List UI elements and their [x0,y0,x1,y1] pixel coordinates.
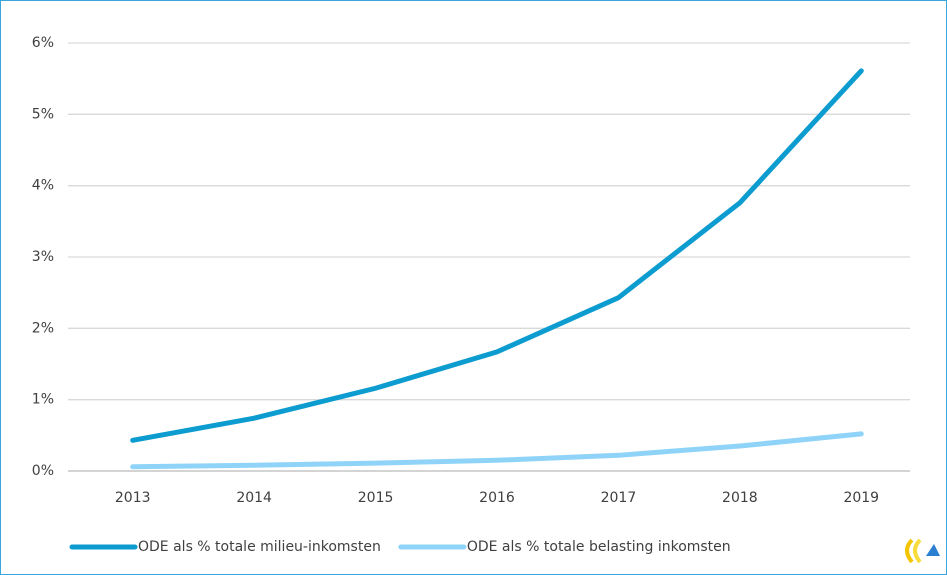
x-tick-label: 2013 [115,490,151,506]
y-tick-label: 2% [32,320,54,336]
x-tick-label: 2017 [601,490,637,506]
logo [905,538,940,564]
x-tick-label: 2018 [722,490,758,506]
y-tick-label: 5% [32,106,54,122]
series-line [130,68,864,443]
y-tick-label: 0% [32,463,54,479]
series-line [130,431,864,470]
y-tick-label: 6% [32,35,54,51]
legend-label: ODE als % totale belasting inkomsten [467,539,731,555]
x-tick-label: 2014 [236,490,272,506]
x-tick-label: 2016 [479,490,515,506]
y-tick-label: 4% [32,178,54,194]
y-tick-label: 1% [32,392,54,408]
x-tick-label: 2019 [843,490,879,506]
y-tick-label: 3% [32,249,54,265]
x-tick-label: 2015 [358,490,394,506]
legend-label: ODE als % totale milieu-inkomsten [138,539,381,555]
